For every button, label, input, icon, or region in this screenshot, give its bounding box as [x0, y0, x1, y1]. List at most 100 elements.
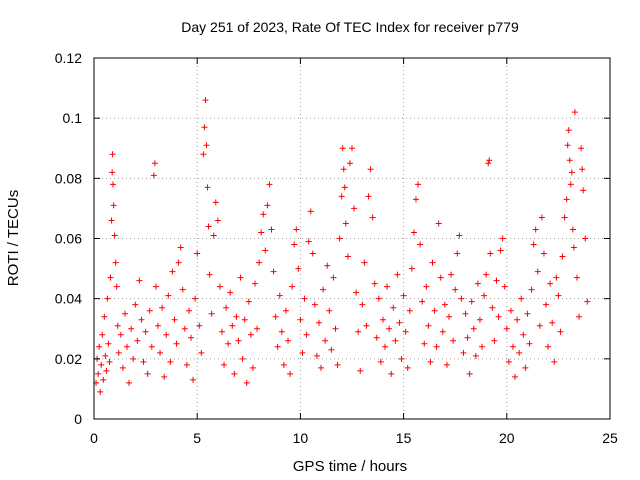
data-point — [107, 274, 114, 281]
data-point — [260, 211, 267, 218]
data-point — [305, 238, 312, 245]
data-point — [128, 325, 135, 332]
data-point — [486, 157, 493, 164]
data-point — [117, 331, 124, 338]
data-point — [297, 316, 304, 323]
data-point — [336, 235, 343, 242]
data-point — [179, 286, 186, 293]
data-point — [169, 268, 176, 275]
data-point — [369, 214, 376, 221]
data-point — [212, 199, 219, 206]
data-point — [431, 307, 438, 314]
data-point — [237, 274, 244, 281]
plot-frame — [93, 57, 611, 420]
data-point — [99, 331, 106, 338]
data-point — [227, 289, 234, 296]
axis-ticks: 0 5 10 15 20 25 0 0.02 0.04 0.06 0.08 0.1 0.12 — [55, 50, 618, 446]
data-point — [233, 313, 240, 320]
data-point — [101, 313, 108, 320]
data-point — [456, 232, 463, 239]
data-point — [206, 271, 213, 278]
data-point — [448, 271, 455, 278]
data-point — [311, 301, 318, 308]
data-point — [470, 325, 477, 332]
data-point — [177, 244, 184, 251]
data-point — [341, 184, 348, 191]
data-point — [501, 283, 508, 290]
data-point — [386, 325, 393, 332]
data-point — [185, 307, 192, 314]
data-point — [262, 247, 269, 254]
data-point — [334, 361, 341, 368]
data-point — [474, 280, 481, 287]
data-point — [545, 343, 552, 350]
data-point — [526, 340, 533, 347]
data-point — [307, 208, 314, 215]
data-point — [547, 280, 554, 287]
data-point — [136, 277, 143, 284]
data-point — [181, 325, 188, 332]
data-point — [402, 328, 409, 335]
x-tick-label: 25 — [602, 430, 618, 446]
data-point — [536, 322, 543, 329]
data-point — [404, 364, 411, 371]
data-point — [392, 337, 399, 344]
data-point — [119, 364, 126, 371]
data-point — [353, 289, 360, 296]
data-point — [570, 244, 577, 251]
x-tick-label: 15 — [396, 430, 412, 446]
data-point — [390, 304, 397, 311]
data-point — [394, 271, 401, 278]
data-point — [538, 214, 545, 221]
data-point — [295, 265, 302, 272]
data-point — [293, 226, 300, 233]
data-point — [518, 295, 525, 302]
data-point — [367, 166, 374, 173]
data-point — [205, 223, 212, 230]
data-point — [553, 274, 560, 281]
data-point — [425, 322, 432, 329]
data-point — [476, 316, 483, 323]
data-point — [121, 310, 128, 317]
data-point — [235, 337, 242, 344]
data-point — [204, 184, 211, 191]
data-point — [318, 364, 325, 371]
data-point — [563, 196, 570, 203]
data-point — [398, 355, 405, 362]
data-point — [301, 295, 308, 302]
data-point — [216, 283, 223, 290]
data-point — [578, 145, 585, 152]
data-point — [105, 340, 112, 347]
data-point — [450, 337, 457, 344]
data-point — [400, 292, 407, 299]
data-point — [528, 286, 535, 293]
y-tick-label: 0.08 — [55, 170, 82, 186]
data-point — [462, 310, 469, 317]
data-point — [98, 361, 105, 368]
data-point — [161, 373, 168, 380]
data-point — [113, 283, 120, 290]
data-point — [188, 334, 195, 341]
x-tick-label: 5 — [193, 430, 201, 446]
data-point — [109, 169, 116, 176]
data-point — [569, 226, 576, 233]
data-point — [458, 295, 465, 302]
y-tick-label: 0.12 — [55, 50, 82, 66]
x-tick-label: 20 — [499, 430, 515, 446]
data-point — [427, 358, 434, 365]
data-point — [225, 340, 232, 347]
data-point — [102, 352, 109, 359]
data-point — [406, 307, 413, 314]
data-point — [439, 328, 446, 335]
data-point — [140, 358, 147, 365]
data-point — [344, 253, 351, 260]
data-point — [270, 268, 277, 275]
data-point — [210, 232, 217, 239]
data-point — [466, 370, 473, 377]
data-point — [551, 358, 558, 365]
data-point — [564, 142, 571, 149]
data-point — [124, 343, 131, 350]
data-point — [192, 295, 199, 302]
data-point — [342, 220, 349, 227]
data-point — [280, 361, 287, 368]
